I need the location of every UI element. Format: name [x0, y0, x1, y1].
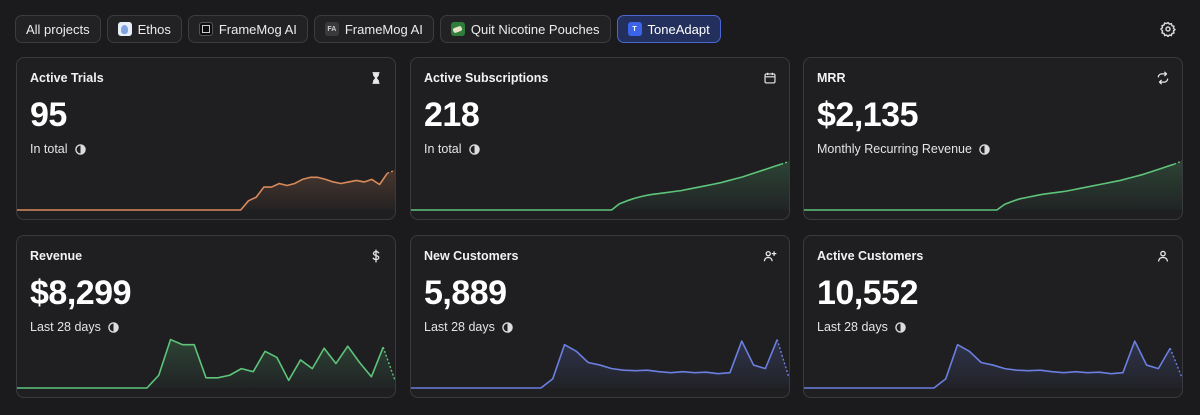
sparkline-line	[411, 163, 782, 211]
tab-quit-nicotine-pouches[interactable]: Quit Nicotine Pouches	[439, 15, 611, 43]
sparkline-line	[804, 340, 1171, 389]
card-value: 95	[30, 96, 67, 134]
card-subtitle: In total	[424, 142, 480, 156]
sparkline-projection	[776, 339, 789, 379]
metric-card-active-customers[interactable]: Active Customers 10,552 Last 28 days	[803, 235, 1183, 398]
sparkline-line	[411, 339, 778, 389]
card-value: 218	[424, 96, 480, 134]
sparkline-chart	[411, 160, 789, 211]
sparkline-chart	[17, 338, 395, 389]
sparkline-chart	[804, 340, 1182, 389]
tab-toneadapt[interactable]: T ToneAdapt	[616, 15, 721, 43]
metric-card-mrr[interactable]: MRR $2,135 Monthly Recurring Revenue	[803, 57, 1183, 220]
tab-framemog-ai[interactable]: FrameMog AI	[187, 15, 308, 43]
sparkline-projection	[781, 160, 789, 165]
card-subtitle: Monthly Recurring Revenue	[817, 142, 990, 156]
quit-nicotine-logo-icon	[450, 22, 465, 36]
framemog-logo-icon	[198, 22, 213, 36]
user-icon	[1157, 250, 1169, 262]
calendar-icon	[764, 72, 776, 84]
sparkline-area	[17, 170, 395, 210]
dollar-icon	[372, 249, 380, 263]
sparkline-area	[804, 161, 1182, 210]
tab-all-projects[interactable]: All projects	[15, 15, 101, 43]
info-icon[interactable]	[979, 143, 990, 155]
metric-card-active-subscriptions[interactable]: Active Subscriptions 218 In total	[410, 57, 790, 220]
card-title: New Customers	[424, 249, 519, 263]
info-icon[interactable]	[74, 143, 86, 155]
sparkline-projection	[1174, 160, 1182, 165]
tab-label: FrameMog AI	[344, 21, 423, 37]
tab-label: Ethos	[137, 21, 171, 37]
card-title: MRR	[817, 71, 846, 85]
tab-label: ToneAdapt	[647, 21, 710, 37]
sparkline-projection	[1169, 347, 1182, 379]
sparkline-chart	[804, 160, 1182, 211]
hourglass-icon	[372, 72, 380, 84]
sparkline-projection	[382, 346, 395, 381]
card-subtitle: In total	[30, 142, 86, 156]
project-tabs: All projects Ethos FrameMog AI FA FrameM…	[15, 15, 1185, 43]
info-icon[interactable]	[502, 321, 513, 333]
sparkline-line	[804, 163, 1175, 211]
info-icon[interactable]	[895, 321, 906, 333]
card-title: Active Trials	[30, 71, 104, 85]
card-title: Active Customers	[817, 249, 924, 263]
sparkline-area	[411, 161, 789, 210]
info-icon[interactable]	[468, 143, 480, 155]
card-value: 5,889	[424, 274, 507, 312]
sparkline-projection	[387, 169, 395, 174]
info-icon[interactable]	[108, 321, 119, 333]
card-value: 10,552	[817, 274, 919, 312]
metric-card-active-trials[interactable]: Active Trials 95 In total	[16, 57, 396, 220]
gear-icon[interactable]	[1160, 21, 1176, 37]
sparkline-line	[17, 172, 388, 211]
metric-card-revenue[interactable]: Revenue $8,299 Last 28 days	[16, 235, 396, 398]
card-value: $2,135	[817, 96, 919, 134]
tab-ethos[interactable]: Ethos	[106, 15, 182, 43]
ethos-logo-icon	[117, 22, 132, 36]
sparkline-area	[17, 339, 395, 388]
card-value: $8,299	[30, 274, 132, 312]
tab-label: FrameMog AI	[218, 21, 297, 37]
tab-label: Quit Nicotine Pouches	[470, 21, 600, 37]
tab-framemog-ai-2[interactable]: FA FrameMog AI	[313, 15, 434, 43]
sparkline-chart	[411, 339, 789, 389]
sparkline-area	[411, 339, 789, 388]
card-subtitle: Last 28 days	[817, 320, 906, 334]
framemog-fa-logo-icon: FA	[324, 22, 339, 36]
metric-card-new-customers[interactable]: New Customers 5,889 Last 28 days	[410, 235, 790, 398]
refresh-icon	[1157, 71, 1169, 85]
tab-label: All projects	[26, 21, 90, 37]
sparkline-chart	[17, 169, 395, 211]
toneadapt-logo-icon: T	[627, 22, 642, 36]
card-subtitle: Last 28 days	[30, 320, 119, 334]
sparkline-line	[17, 338, 384, 389]
card-title: Revenue	[30, 249, 83, 263]
card-title: Active Subscriptions	[424, 71, 549, 85]
sparkline-area	[804, 341, 1182, 388]
user-plus-icon	[763, 250, 777, 262]
card-subtitle: Last 28 days	[424, 320, 513, 334]
